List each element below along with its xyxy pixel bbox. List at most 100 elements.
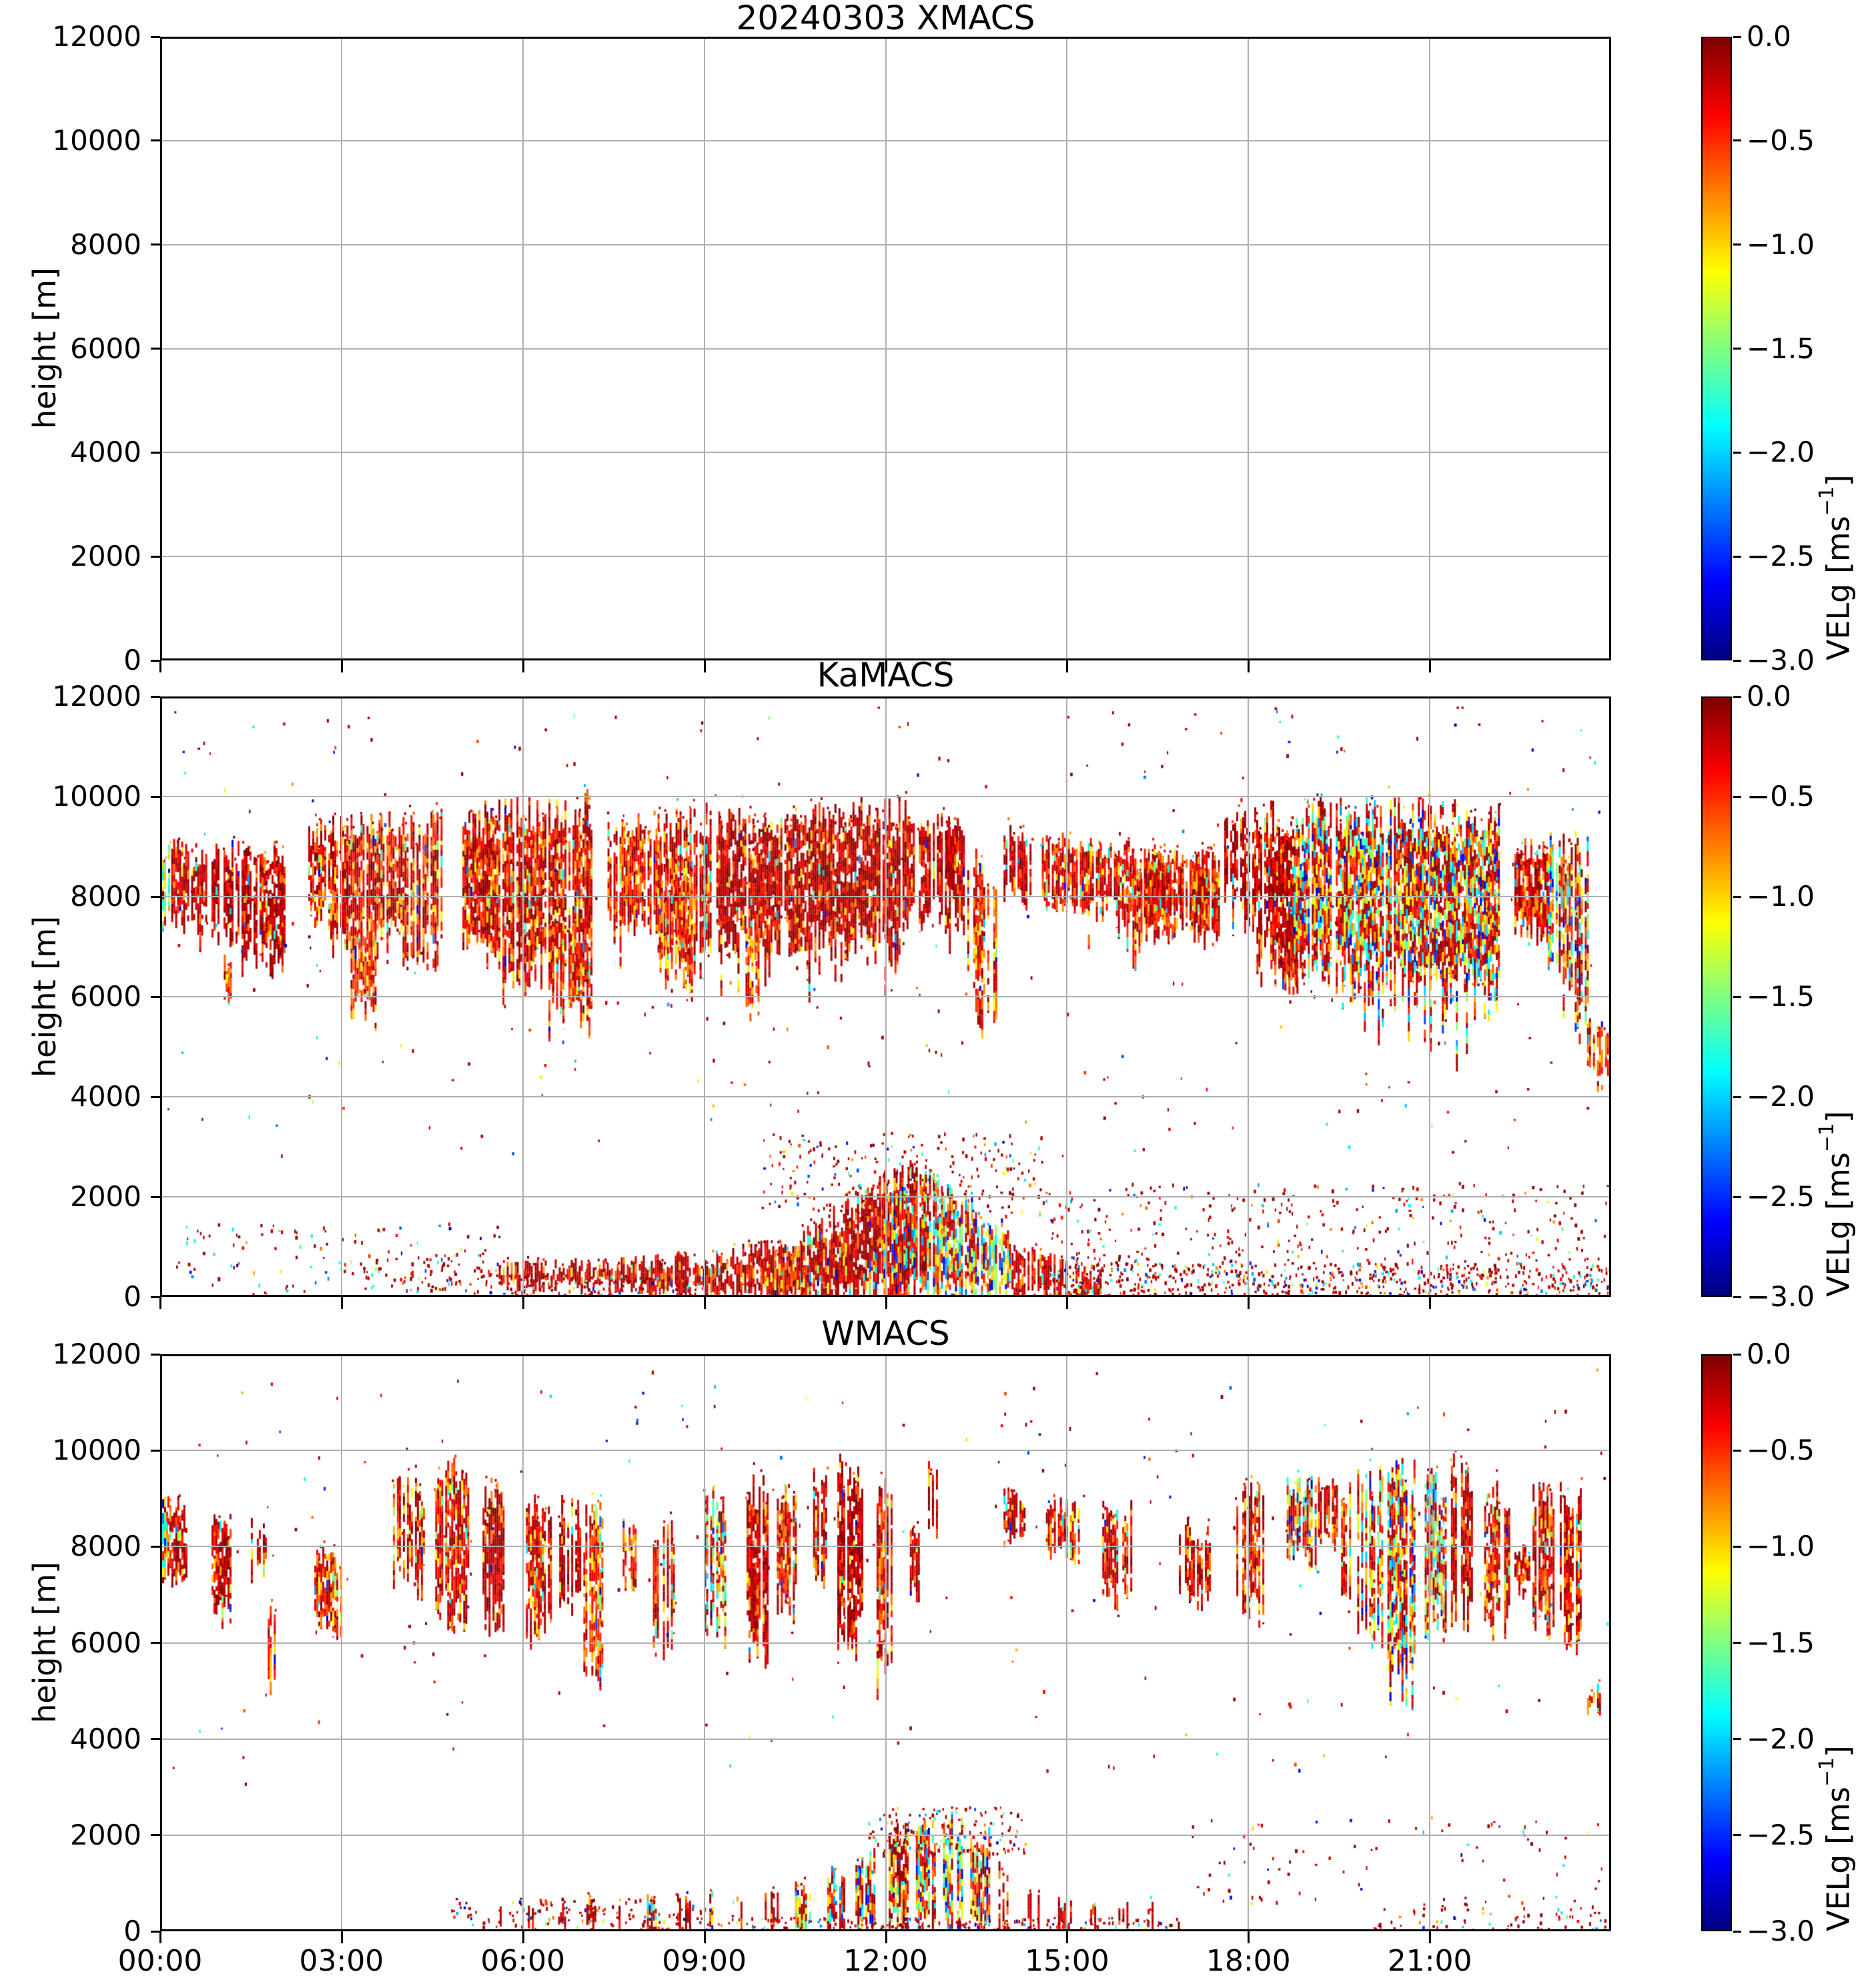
colorbar-tick-label: −1.5 bbox=[1747, 1626, 1815, 1659]
gridline-horizontal bbox=[160, 1738, 1611, 1740]
colorbar-tick-label: 0.0 bbox=[1747, 1338, 1791, 1370]
x-tick-label: 12:00 bbox=[843, 1944, 928, 1978]
colorbar-label-close: ] bbox=[1820, 1745, 1857, 1758]
x-tick-mark bbox=[703, 1931, 706, 1943]
colorbar-label-text: VELg [ms bbox=[1820, 516, 1857, 660]
x-tick-mark bbox=[522, 1297, 524, 1309]
y-tick-mark bbox=[151, 348, 160, 350]
colorbar-tick-label: −3.0 bbox=[1747, 1915, 1815, 1947]
y-tick-label: 6000 bbox=[70, 1626, 141, 1659]
x-tick-mark bbox=[885, 1297, 887, 1309]
y-tick-label: 8000 bbox=[70, 227, 141, 261]
x-tick-mark bbox=[159, 1297, 161, 1309]
y-tick-label: 0 bbox=[123, 644, 141, 676]
colorbar-tick-mark bbox=[1733, 1834, 1741, 1837]
y-tick-mark bbox=[151, 659, 160, 662]
panel-title-wmacs: WMACS bbox=[821, 1314, 950, 1353]
y-tick-mark bbox=[151, 451, 160, 454]
y-tick-mark bbox=[151, 1095, 160, 1098]
gridline-horizontal bbox=[160, 1642, 1611, 1644]
colorbar-tick-mark bbox=[1733, 348, 1741, 350]
y-tick-label: 4000 bbox=[70, 1722, 141, 1755]
x-tick-mark bbox=[1429, 1931, 1432, 1943]
x-tick-mark bbox=[522, 660, 524, 672]
x-tick-mark bbox=[1066, 1931, 1069, 1943]
colorbar-tick-mark bbox=[1733, 695, 1741, 698]
x-tick-mark bbox=[1248, 1931, 1250, 1943]
y-tick-label: 4000 bbox=[70, 436, 141, 469]
colorbar-tick-label: −2.0 bbox=[1747, 1080, 1815, 1113]
y-tick-mark bbox=[151, 139, 160, 142]
x-tick-label: 06:00 bbox=[480, 1944, 566, 1978]
colorbar-tick-label: −2.0 bbox=[1747, 436, 1815, 469]
colorbar-tick-mark bbox=[1733, 1545, 1741, 1548]
y-tick-mark bbox=[151, 1738, 160, 1741]
gridline-horizontal bbox=[160, 1546, 1611, 1548]
colorbar-tick-mark bbox=[1733, 1353, 1741, 1356]
x-tick-label: 21:00 bbox=[1387, 1944, 1472, 1978]
y-tick-label: 10000 bbox=[52, 780, 141, 813]
gridline-horizontal bbox=[160, 556, 1611, 558]
x-tick-mark bbox=[703, 660, 706, 672]
colorbar-tick-label: −1.0 bbox=[1747, 1530, 1815, 1563]
colorbar-kamacs bbox=[1701, 696, 1732, 1297]
colorbar-tick-mark bbox=[1733, 1449, 1741, 1452]
x-tick-label: 09:00 bbox=[662, 1944, 747, 1978]
gridline-horizontal bbox=[160, 896, 1611, 897]
colorbar-tick-mark bbox=[1733, 139, 1741, 142]
colorbar-tick-mark bbox=[1733, 35, 1741, 38]
x-tick-mark bbox=[1429, 660, 1432, 672]
y-tick-label: 10000 bbox=[52, 123, 141, 157]
y-tick-mark bbox=[151, 1834, 160, 1837]
gridline-horizontal bbox=[160, 1450, 1611, 1452]
x-tick-mark bbox=[1248, 1297, 1250, 1309]
y-tick-mark bbox=[151, 995, 160, 998]
y-tick-label: 8000 bbox=[70, 880, 141, 913]
colorbar-tick-label: −0.5 bbox=[1747, 1434, 1815, 1467]
gridline-horizontal bbox=[160, 243, 1611, 245]
y-tick-label: 2000 bbox=[70, 540, 141, 573]
panel-title-xmacs: 20240303 XMACS bbox=[736, 0, 1035, 37]
colorbar-label-close: ] bbox=[1820, 1111, 1857, 1123]
y-tick-mark bbox=[151, 243, 160, 246]
colorbar-tick-label: −1.5 bbox=[1747, 980, 1815, 1013]
plot-area-xmacs bbox=[160, 37, 1611, 660]
colorbar-tick-mark bbox=[1733, 995, 1741, 998]
colorbar-label-sup: −1 bbox=[1815, 486, 1839, 516]
y-tick-label: 12000 bbox=[52, 20, 141, 53]
y-tick-label: 0 bbox=[123, 1915, 141, 1947]
x-tick-mark bbox=[159, 1931, 161, 1943]
y-tick-label: 2000 bbox=[70, 1818, 141, 1851]
y-tick-label: 4000 bbox=[70, 1080, 141, 1113]
colorbar-tick-mark bbox=[1733, 1738, 1741, 1741]
colorbar-label-sup: −1 bbox=[1815, 1123, 1839, 1153]
y-tick-label: 10000 bbox=[52, 1434, 141, 1467]
x-tick-mark bbox=[1429, 1297, 1432, 1309]
colorbar-tick-mark bbox=[1733, 1642, 1741, 1644]
y-tick-mark bbox=[151, 555, 160, 558]
gridline-horizontal bbox=[160, 1096, 1611, 1097]
colorbar-tick-label: −1.0 bbox=[1747, 880, 1815, 913]
y-tick-label: 12000 bbox=[52, 1338, 141, 1370]
y-tick-label: 12000 bbox=[52, 680, 141, 712]
y-tick-mark bbox=[151, 1353, 160, 1356]
y-tick-label: 2000 bbox=[70, 1180, 141, 1213]
y-tick-mark bbox=[151, 1930, 160, 1933]
y-tick-mark bbox=[151, 1195, 160, 1198]
colorbar-tick-mark bbox=[1733, 451, 1741, 454]
plot-area-kamacs bbox=[160, 696, 1611, 1297]
y-tick-mark bbox=[151, 1449, 160, 1452]
gridline-horizontal bbox=[160, 139, 1611, 141]
y-tick-label: 6000 bbox=[70, 332, 141, 365]
y-tick-label: 6000 bbox=[70, 980, 141, 1013]
gridline-horizontal bbox=[160, 452, 1611, 454]
x-tick-label: 00:00 bbox=[117, 1944, 203, 1978]
colorbar-tick-mark bbox=[1733, 243, 1741, 246]
colorbar-tick-label: 0.0 bbox=[1747, 680, 1791, 712]
x-tick-mark bbox=[1066, 660, 1069, 672]
colorbar-label-close: ] bbox=[1820, 474, 1857, 487]
colorbar-axis-label-wmacs: VELg [ms−1] bbox=[1812, 1354, 1856, 1931]
colorbar-tick-label: −1.0 bbox=[1747, 227, 1815, 261]
colorbar-tick-mark bbox=[1733, 895, 1741, 898]
